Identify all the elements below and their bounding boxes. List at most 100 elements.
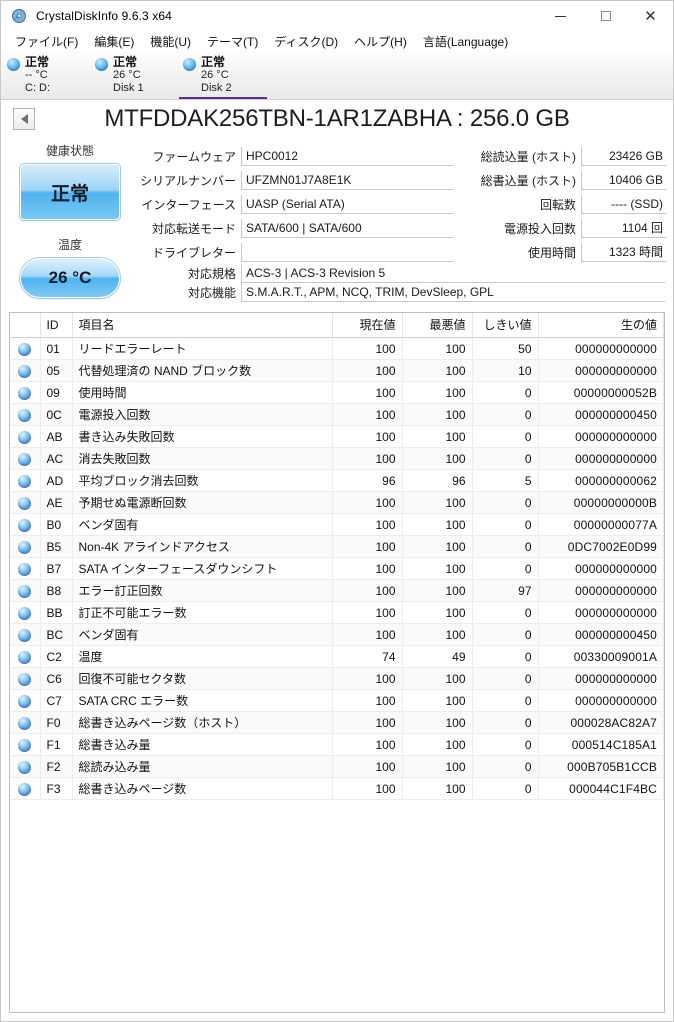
disk-tab-2[interactable]: 正常 26 °C Disk 2	[179, 52, 267, 99]
cell-current: 96	[332, 469, 403, 492]
cell-id: F1	[40, 733, 73, 756]
table-row[interactable]: 09 使用時間 100 100 0 00000000052B	[10, 381, 664, 404]
cell-name: 総書き込みページ数	[72, 777, 333, 800]
temperature-badge[interactable]: 26 °C	[20, 258, 120, 298]
row-status-orb-icon	[10, 623, 41, 646]
table-row[interactable]: F2 総読み込み量 100 100 0 000B705B1CCB	[10, 755, 664, 778]
cell-threshold: 0	[472, 777, 539, 800]
cell-id: C6	[40, 667, 73, 690]
field-label: 対応転送モード	[151, 221, 236, 236]
table-row[interactable]: AB 書き込み失敗回数 100 100 0 000000000000	[10, 425, 664, 448]
table-row[interactable]: AE 予期せぬ電源断回数 100 100 0 00000000000B	[10, 491, 664, 514]
row-status-orb-icon	[10, 755, 41, 778]
status-orb-icon	[18, 540, 32, 554]
health-status-badge[interactable]: 正常	[20, 164, 120, 220]
table-row[interactable]: 05 代替処理済の NAND ブロック数 100 100 10 000000000000	[10, 359, 664, 382]
cell-current: 100	[332, 381, 403, 404]
disk-tab-0[interactable]: 正常 -- °C C: D:	[3, 52, 91, 99]
cell-worst: 100	[402, 535, 473, 558]
table-row[interactable]: AC 消去失敗回数 100 100 0 000000000000	[10, 447, 664, 470]
field-value	[241, 242, 453, 262]
cell-current: 100	[332, 403, 403, 426]
disk-tab-1[interactable]: 正常 26 °C Disk 1	[91, 52, 179, 99]
main-content: MTFDDAK256TBN-1AR1ZABHA : 256.0 GB 健康状態 …	[1, 100, 673, 1021]
disk-tab-state: 正常	[201, 55, 226, 69]
status-orb-icon	[18, 694, 32, 708]
column-header-raw[interactable]: 生の値	[538, 313, 664, 338]
cell-threshold: 0	[472, 425, 539, 448]
column-header-current[interactable]: 現在値	[332, 313, 403, 338]
cell-name: 訂正不可能エラー数	[72, 601, 333, 624]
table-empty-area	[10, 800, 664, 1012]
cell-threshold: 0	[472, 557, 539, 580]
field-label: 対応機能	[187, 286, 236, 300]
cell-worst: 100	[402, 689, 473, 712]
cell-current: 100	[332, 513, 403, 536]
previous-disk-button[interactable]	[13, 108, 35, 130]
table-row[interactable]: F3 総書き込みページ数 100 100 0 000044C1F4BC	[10, 777, 664, 800]
row-status-orb-icon	[10, 645, 41, 668]
row-status-orb-icon	[10, 667, 41, 690]
cell-raw: 00000000077A	[538, 513, 664, 536]
close-button[interactable]: ✕	[628, 1, 673, 31]
row-status-orb-icon	[10, 579, 41, 602]
field-value: 10406 GB	[581, 170, 667, 190]
cell-name: 総読み込み量	[72, 755, 333, 778]
column-header-worst[interactable]: 最悪値	[402, 313, 473, 338]
cell-id: B5	[40, 535, 73, 558]
cell-id: F0	[40, 711, 73, 734]
cell-worst: 100	[402, 403, 473, 426]
smart-attributes-panel[interactable]: ID 項目名 現在値 最悪値 しきい値 生の値 01 リードエラーレート 100 10…	[9, 312, 665, 1013]
menu-disk[interactable]: ディスク(D)	[274, 35, 339, 49]
menu-edit[interactable]: 編集(E)	[94, 35, 135, 49]
cell-raw: 000000000000	[538, 579, 664, 602]
table-row[interactable]: B7 SATA インターフェースダウンシフト 100 100 0 000000000000	[10, 557, 664, 580]
cell-name: 温度	[72, 645, 333, 668]
cell-threshold: 0	[472, 513, 539, 536]
table-row[interactable]: C7 SATA CRC エラー数 100 100 0 000000000000	[10, 689, 664, 712]
minimize-button[interactable]	[538, 1, 583, 31]
status-orb-icon	[18, 738, 32, 752]
cell-name: ベンダ固有	[72, 513, 333, 536]
menu-file[interactable]: ファイル(F)	[15, 35, 79, 49]
field-label: ファームウェア	[152, 149, 236, 164]
cell-threshold: 0	[472, 491, 539, 514]
maximize-button[interactable]	[583, 1, 628, 31]
health-caption: 健康状態	[45, 144, 94, 158]
cell-current: 100	[332, 557, 403, 580]
table-row[interactable]: AD 平均ブロック消去回数 96 96 5 000000000062	[10, 469, 664, 492]
cell-threshold: 0	[472, 689, 539, 712]
cell-raw: 000000000000	[538, 557, 664, 580]
cell-threshold: 0	[472, 733, 539, 756]
cell-threshold: 0	[472, 667, 539, 690]
table-row[interactable]: C6 回復不可能セクタ数 100 100 0 000000000000	[10, 667, 664, 690]
table-row[interactable]: B0 ベンダ固有 100 100 0 00000000077A	[10, 513, 664, 536]
menu-help[interactable]: ヘルプ(H)	[354, 35, 407, 49]
cell-name: SATA インターフェースダウンシフト	[72, 557, 333, 580]
menu-function[interactable]: 機能(U)	[150, 35, 191, 49]
status-orb-icon	[18, 408, 32, 422]
column-header-threshold[interactable]: しきい値	[472, 313, 539, 338]
cell-raw: 000000000000	[538, 447, 664, 470]
table-row[interactable]: F1 総書き込み量 100 100 0 000514C185A1	[10, 733, 664, 756]
menu-language[interactable]: 言語(Language)	[422, 35, 509, 49]
table-row[interactable]: F0 総書き込みページ数（ホスト） 100 100 0 000028AC82A7	[10, 711, 664, 734]
field-total-host-writes: 総書込量 (ホスト) 10406 GB	[463, 168, 667, 192]
column-header-name[interactable]: 項目名	[72, 313, 333, 338]
menu-theme[interactable]: テーマ(T)	[207, 35, 259, 49]
field-label: 総書込量 (ホスト)	[480, 173, 576, 188]
column-header-orb[interactable]	[10, 313, 41, 338]
field-value: ---- (SSD)	[581, 194, 667, 214]
table-row[interactable]: BC ベンダ固有 100 100 0 000000000450	[10, 623, 664, 646]
table-row[interactable]: C2 温度 74 49 0 00330009001A	[10, 645, 664, 668]
column-header-id[interactable]: ID	[40, 313, 73, 338]
cell-raw: 000028AC82A7	[538, 711, 664, 734]
cell-raw: 000044C1F4BC	[538, 777, 664, 800]
table-row[interactable]: 01 リードエラーレート 100 100 50 000000000000	[10, 337, 664, 360]
table-row[interactable]: 0C 電源投入回数 100 100 0 000000000450	[10, 403, 664, 426]
table-row[interactable]: B5 Non-4K アラインドアクセス 100 100 0 0DC7002E0D99	[10, 535, 664, 558]
table-row[interactable]: BB 訂正不可能エラー数 100 100 0 000000000000	[10, 601, 664, 624]
table-row[interactable]: B8 エラー訂正回数 100 100 97 000000000000	[10, 579, 664, 602]
cell-worst: 100	[402, 359, 473, 382]
